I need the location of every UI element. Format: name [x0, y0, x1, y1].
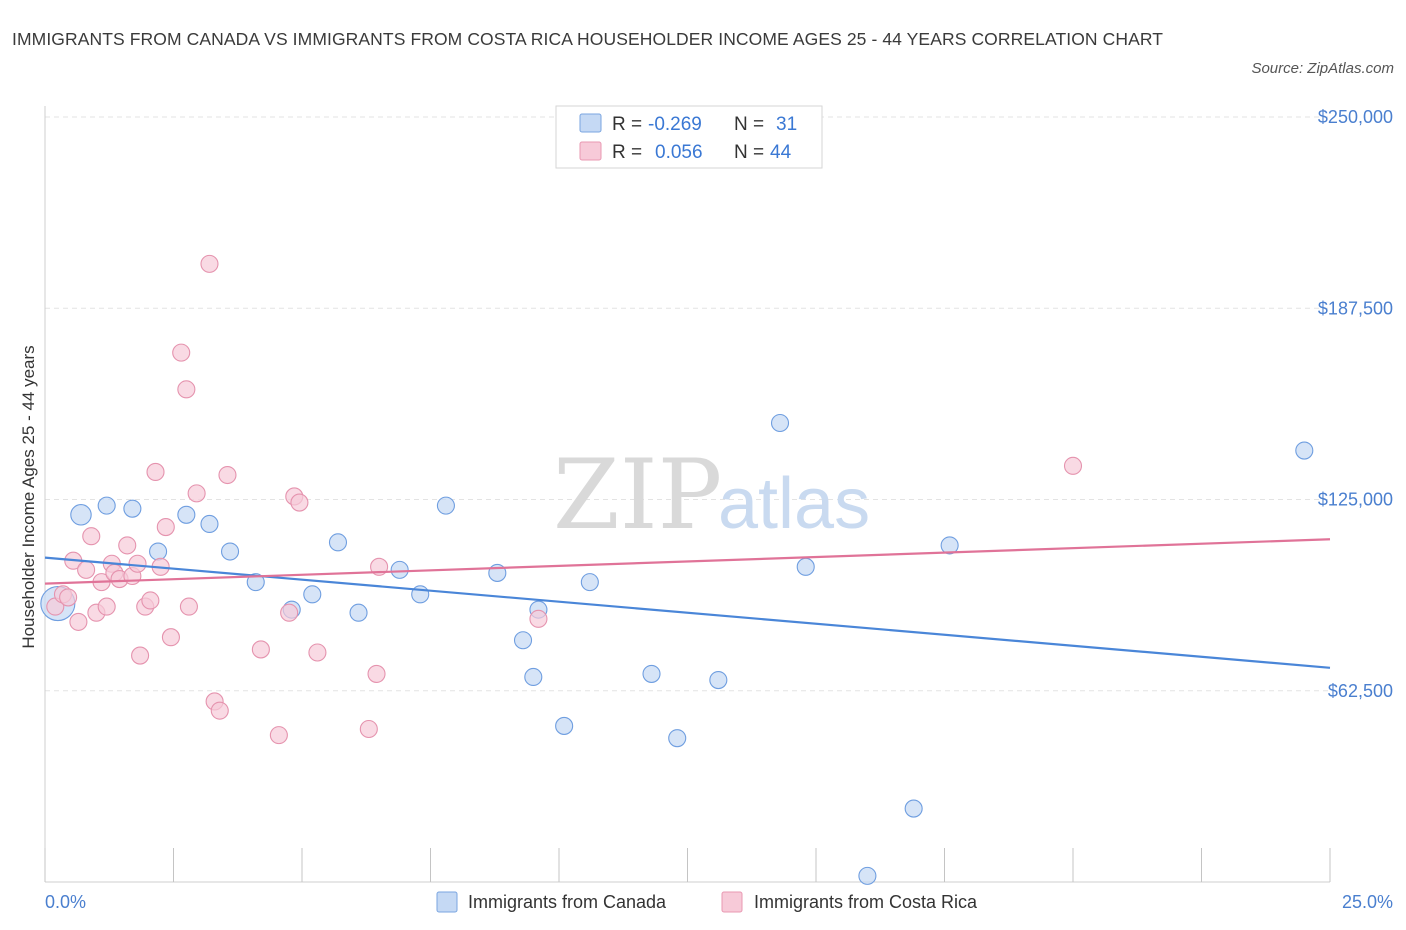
watermark-atlas: atlas	[718, 464, 870, 544]
point-canada-28	[904, 799, 923, 818]
point-costa-rica-21	[156, 517, 175, 537]
point-canada-5	[177, 505, 196, 524]
point-costa-rica-16	[131, 646, 150, 665]
point-costa-rica-25	[179, 597, 198, 616]
point-costa-rica-22	[161, 628, 180, 647]
point-costa-rica-37	[359, 719, 378, 739]
point-costa-rica-15	[128, 554, 147, 573]
point-costa-rica-35	[290, 493, 309, 512]
point-costa-rica-24	[177, 380, 196, 399]
stats-legend: R = -0.269 N = 31 R = 0.056 N = 44	[555, 105, 823, 169]
point-costa-rica-32	[269, 726, 288, 745]
legend-n-value-canada: 31	[776, 114, 797, 135]
point-costa-rica-26	[187, 484, 206, 503]
legend-swatch-costa-rica	[579, 141, 602, 161]
point-costa-rica-40	[529, 609, 548, 628]
legend-n-label-costa-rica: N =	[734, 142, 764, 163]
point-canada-30	[1295, 441, 1314, 460]
y-tick-label-3: $250,000	[1318, 107, 1393, 127]
chart-source: Source: ZipAtlas.com	[1251, 60, 1394, 77]
y-tick-label-0: $62,500	[1328, 681, 1393, 701]
point-costa-rica-2	[59, 588, 78, 607]
point-canada-3	[123, 499, 142, 518]
legend-swatch-canada	[579, 113, 602, 133]
point-costa-rica-36	[308, 643, 327, 662]
point-canada-22	[642, 664, 661, 683]
legend-r-value-canada: -0.269	[648, 114, 702, 135]
grid-lines	[45, 116, 1330, 692]
point-canada-21	[580, 573, 599, 592]
y-tick-label-1: $125,000	[1318, 490, 1393, 510]
point-costa-rica-30	[218, 465, 237, 485]
bottom-legend-swatch-canada	[436, 891, 458, 913]
point-canada-19	[524, 667, 543, 687]
legend-r-label-canada: R =	[612, 114, 642, 135]
legend-n-label-canada: N =	[734, 114, 764, 135]
point-canada-2	[97, 496, 116, 515]
point-canada-29	[940, 536, 959, 555]
point-costa-rica-9	[97, 597, 116, 616]
point-costa-rica-38	[367, 664, 386, 683]
point-costa-rica-33	[280, 603, 299, 622]
trend-line-canada	[44, 556, 1331, 669]
point-costa-rica-5	[77, 560, 96, 579]
point-canada-1	[70, 504, 92, 526]
bottom-legend-label-canada: Immigrants from Canada	[468, 892, 667, 912]
point-canada-17	[513, 631, 533, 650]
point-canada-25	[770, 413, 790, 433]
point-costa-rica-31	[251, 640, 270, 659]
point-costa-rica-41	[1063, 456, 1083, 475]
x-tick-label-0: 0.0%	[45, 892, 86, 912]
y-tick-label-2: $187,500	[1318, 298, 1393, 318]
point-canada-11	[328, 533, 348, 552]
point-canada-8	[246, 573, 265, 592]
point-canada-13	[390, 560, 409, 579]
point-canada-15	[436, 496, 455, 515]
chart-title: IMMIGRANTS FROM CANADA VS IMMIGRANTS FRO…	[12, 29, 1164, 49]
bottom-legend-label-costa-rica: Immigrants from Costa Rica	[754, 892, 978, 912]
point-canada-27	[858, 866, 877, 885]
point-canada-7	[220, 542, 240, 561]
x-ticks: 0.0% 25.0%	[44, 848, 1393, 912]
legend-r-value-costa-rica: 0.056	[655, 142, 703, 163]
point-costa-rica-18	[141, 591, 160, 610]
x-tick-label-1: 25.0%	[1342, 892, 1393, 912]
point-canada-4	[149, 542, 168, 561]
legend-r-label-costa-rica: R =	[612, 142, 642, 163]
point-canada-23	[668, 729, 687, 748]
series-legend: Immigrants from Canada Immigrants from C…	[436, 891, 978, 913]
point-costa-rica-13	[118, 536, 137, 555]
point-costa-rica-23	[172, 343, 191, 362]
legend-n-value-costa-rica: 44	[770, 142, 792, 163]
point-canada-6	[200, 514, 219, 534]
watermark-zip: ZIP	[553, 439, 722, 551]
point-canada-10	[303, 585, 322, 604]
trend-line-costa-rica	[44, 538, 1331, 585]
point-canada-26	[796, 557, 815, 576]
point-canada-12	[349, 603, 368, 622]
point-canada-20	[555, 716, 574, 735]
trend-lines	[44, 538, 1331, 669]
y-tick-labels: $62,500 $125,000 $187,500 $250,000	[1318, 107, 1393, 701]
point-costa-rica-6	[82, 527, 101, 546]
point-costa-rica-19	[146, 462, 165, 482]
point-costa-rica-4	[69, 612, 88, 631]
point-canada-24	[709, 670, 728, 690]
point-costa-rica-29	[210, 701, 229, 720]
point-costa-rica-27	[200, 254, 219, 273]
bottom-legend-swatch-costa-rica	[721, 891, 743, 913]
